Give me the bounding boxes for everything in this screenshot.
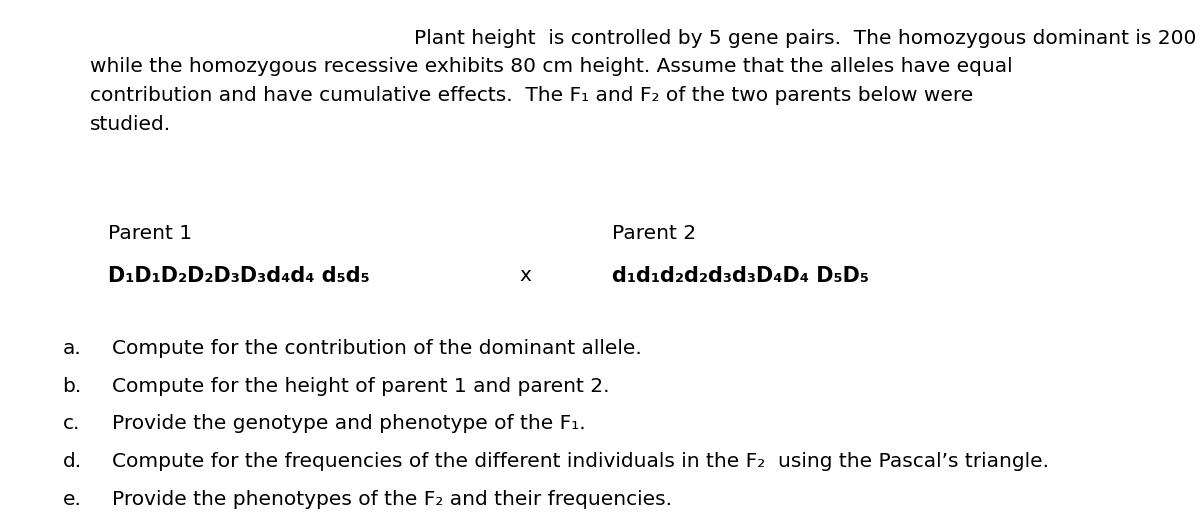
Text: Provide the genotype and phenotype of the F₁.: Provide the genotype and phenotype of th…: [112, 414, 586, 433]
Text: studied.: studied.: [90, 115, 172, 134]
Text: Compute for the contribution of the dominant allele.: Compute for the contribution of the domi…: [112, 339, 641, 358]
Text: Compute for the frequencies of the different individuals in the F₂  using the Pa: Compute for the frequencies of the diffe…: [112, 452, 1049, 471]
Text: a.: a.: [62, 339, 82, 358]
Text: c.: c.: [62, 414, 79, 433]
Text: D₁D₁D₂D₂D₃D₃d₄d₄ d₅d₅: D₁D₁D₂D₂D₃D₃d₄d₄ d₅d₅: [108, 266, 370, 286]
Text: Parent 2: Parent 2: [612, 224, 696, 243]
Text: contribution and have cumulative effects.  The F₁ and F₂ of the two parents belo: contribution and have cumulative effects…: [90, 86, 973, 105]
Text: d.: d.: [62, 452, 82, 471]
Text: d₁d₁d₂d₂d₃d₃D₄D₄ D₅D₅: d₁d₁d₂d₂d₃d₃D₄D₄ D₅D₅: [612, 266, 869, 286]
Text: x: x: [520, 266, 532, 285]
Text: e.: e.: [62, 490, 82, 508]
Text: Provide the phenotypes of the F₂ and their frequencies.: Provide the phenotypes of the F₂ and the…: [112, 490, 672, 508]
Text: Parent 1: Parent 1: [108, 224, 192, 243]
Text: Plant height  is controlled by 5 gene pairs.  The homozygous dominant is 200 cm : Plant height is controlled by 5 gene pai…: [414, 29, 1200, 48]
Text: Compute for the height of parent 1 and parent 2.: Compute for the height of parent 1 and p…: [112, 377, 610, 396]
Text: b.: b.: [62, 377, 82, 396]
Text: while the homozygous recessive exhibits 80 cm height. Assume that the alleles ha: while the homozygous recessive exhibits …: [90, 57, 1013, 76]
